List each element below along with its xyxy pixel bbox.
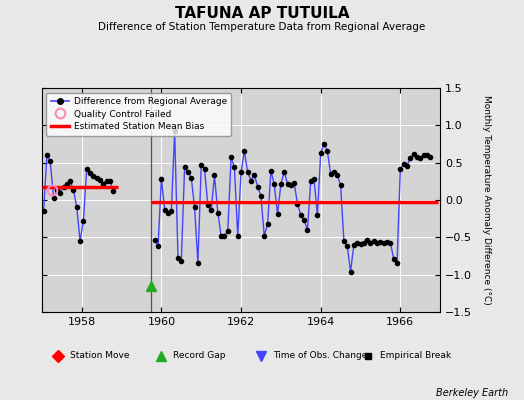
Text: Empirical Break: Empirical Break [380,352,452,360]
Text: Difference of Station Temperature Data from Regional Average: Difference of Station Temperature Data f… [99,22,425,32]
Text: Time of Obs. Change: Time of Obs. Change [273,352,367,360]
Text: Berkeley Earth: Berkeley Earth [436,388,508,398]
Y-axis label: Monthly Temperature Anomaly Difference (°C): Monthly Temperature Anomaly Difference (… [483,95,492,305]
Legend: Difference from Regional Average, Quality Control Failed, Estimated Station Mean: Difference from Regional Average, Qualit… [47,92,231,136]
Text: TAFUNA AP TUTUILA: TAFUNA AP TUTUILA [174,6,350,21]
Text: Station Move: Station Move [70,352,129,360]
Text: Record Gap: Record Gap [173,352,226,360]
